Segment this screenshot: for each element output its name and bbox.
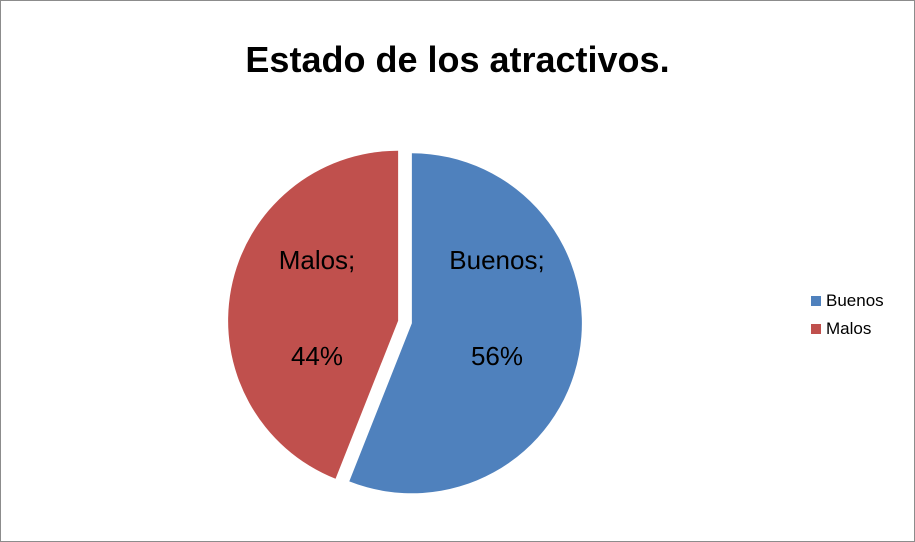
legend-swatch-malos (811, 324, 821, 334)
data-label-value-buenos: 56% (471, 341, 523, 371)
data-label-name-malos: Malos; (279, 245, 356, 275)
legend-item-malos: Malos (811, 315, 884, 343)
data-label-value-malos: 44% (291, 341, 343, 371)
legend-item-buenos: Buenos (811, 287, 884, 315)
data-label-name-buenos: Buenos; (449, 245, 544, 275)
pie-slice-malos (228, 150, 399, 479)
pie-slice-buenos (349, 153, 582, 494)
chart-title: Estado de los atractivos. (245, 39, 670, 80)
legend-label-malos: Malos (826, 319, 872, 338)
legend-swatch-buenos (811, 296, 821, 306)
legend: Buenos Malos (811, 287, 884, 343)
legend-label-buenos: Buenos (826, 291, 884, 310)
